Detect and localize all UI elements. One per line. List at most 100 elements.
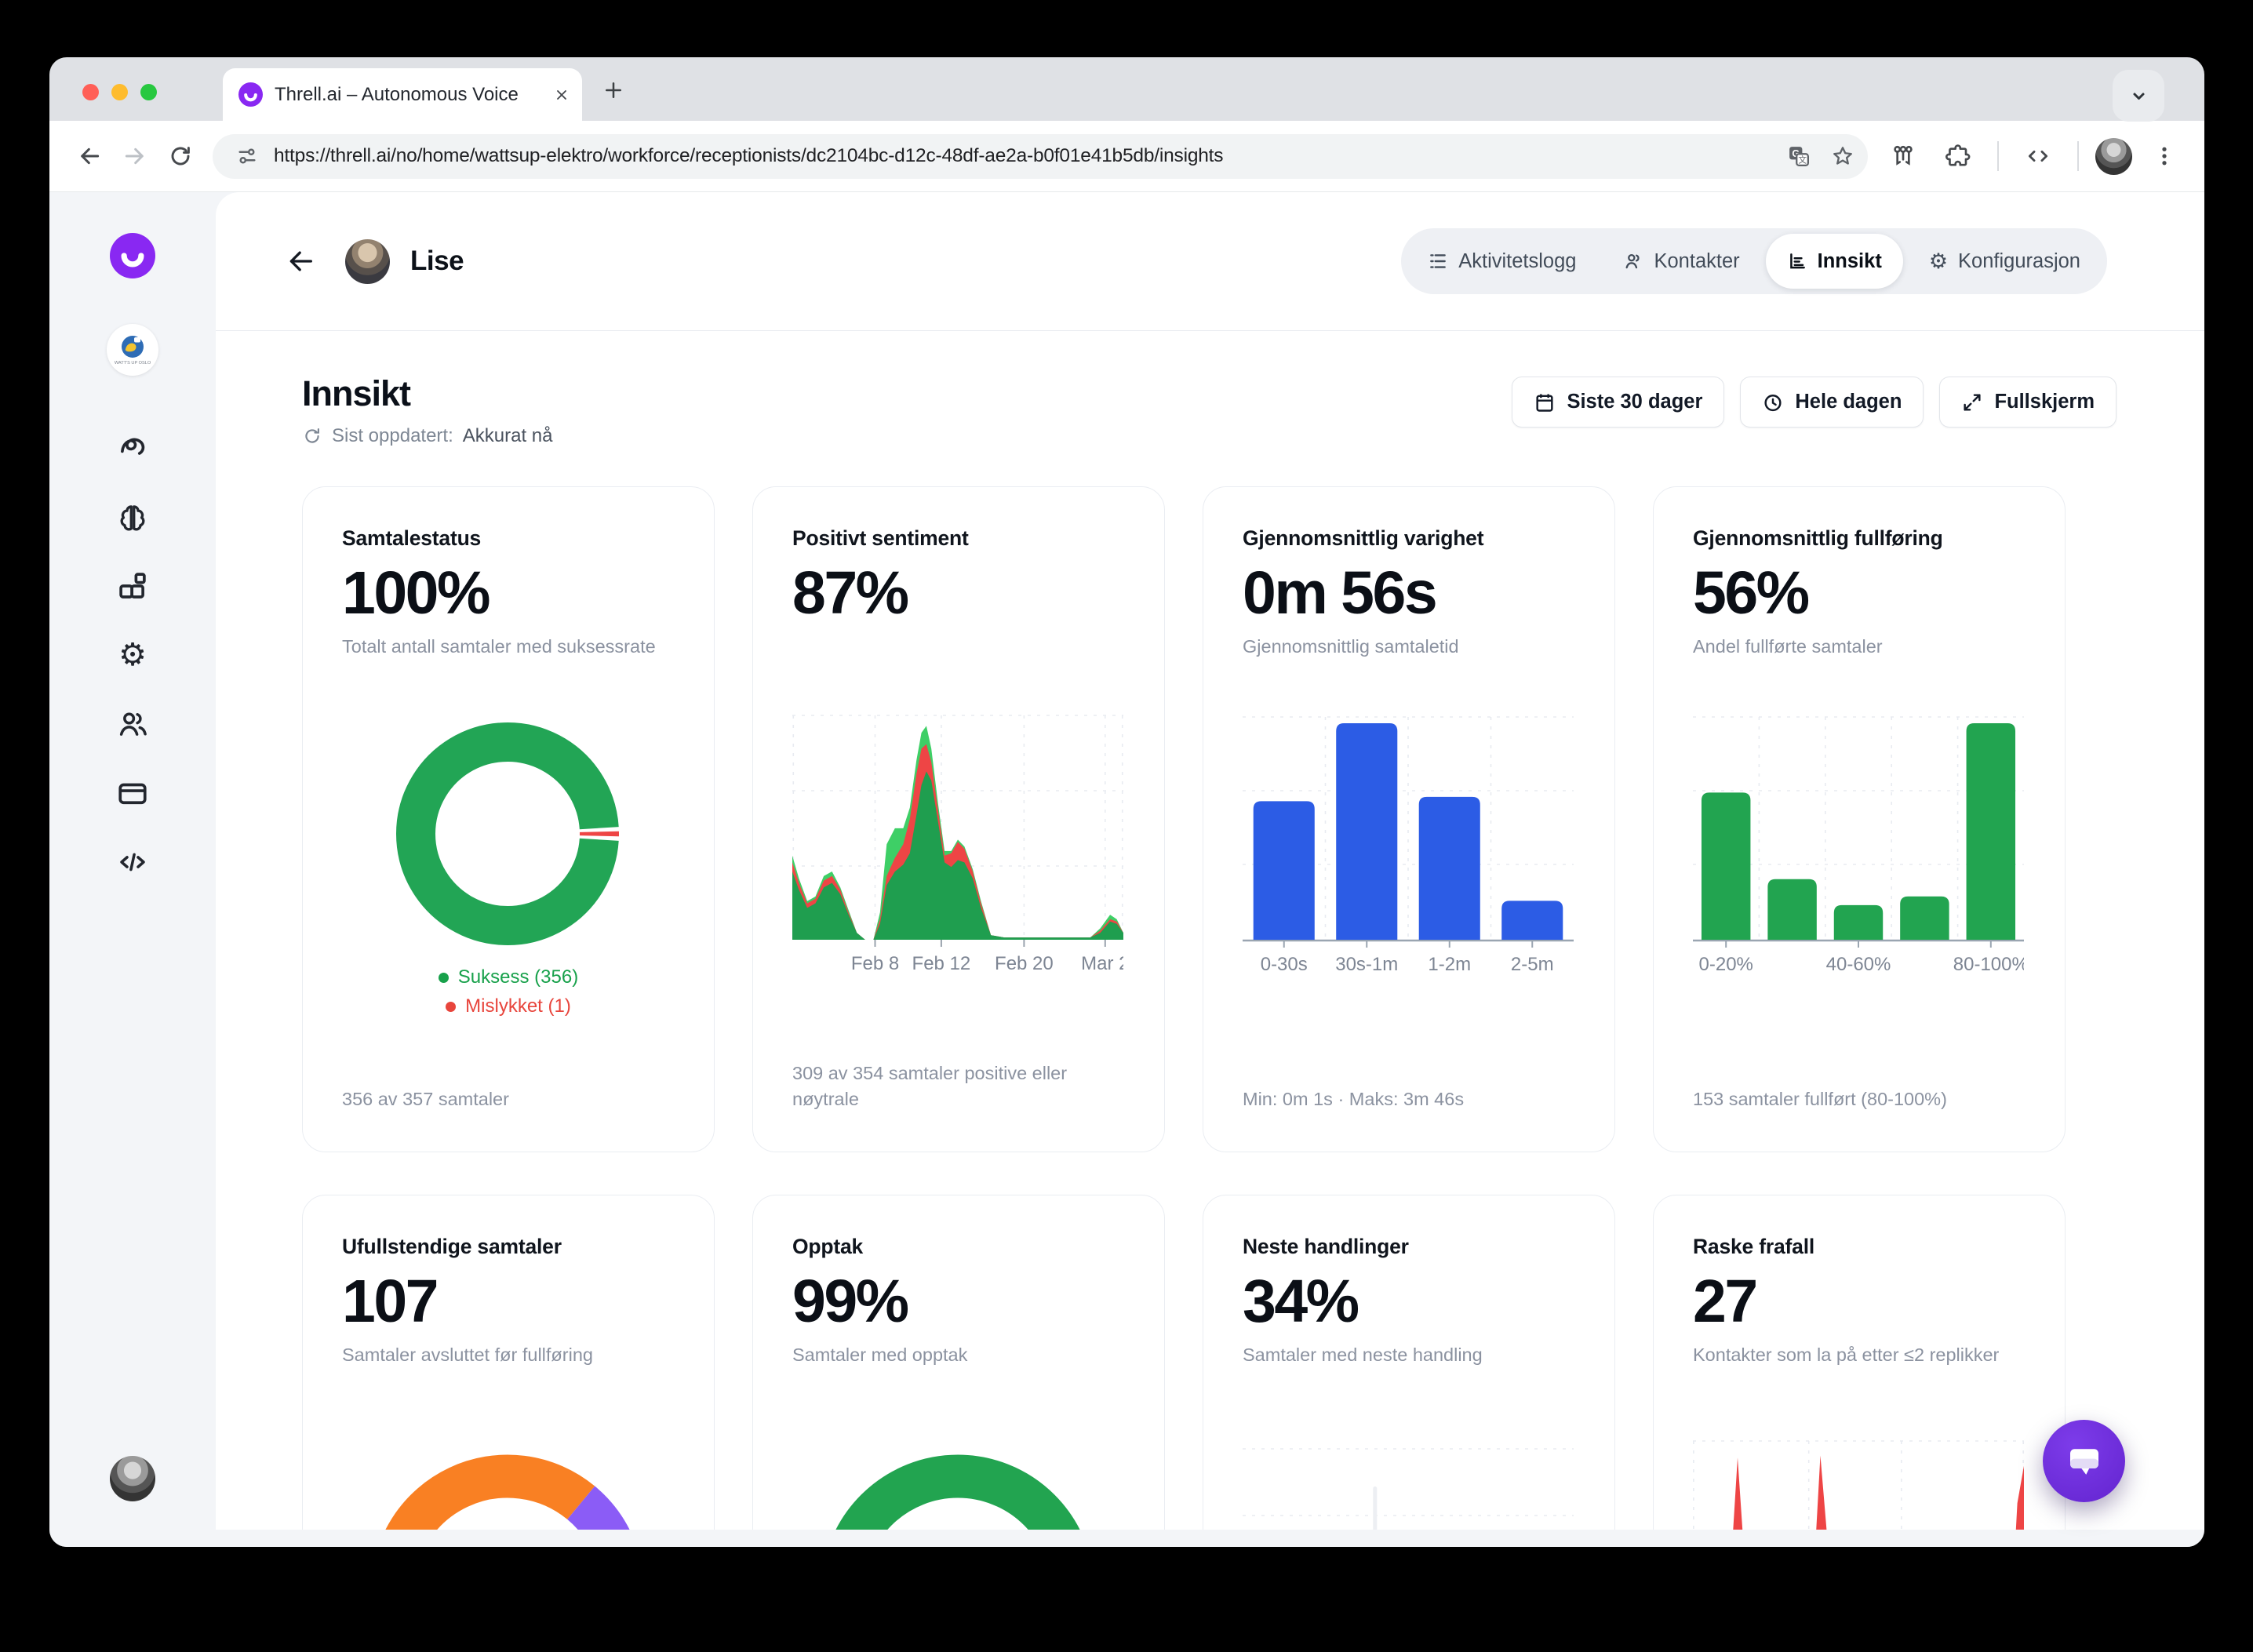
developer-code-icon[interactable] bbox=[115, 845, 150, 879]
card-subtitle: Samtaler med neste handling bbox=[1243, 1345, 1483, 1365]
fullscreen-button[interactable]: Fullskjerm bbox=[1939, 377, 2117, 428]
card-title: Opptak bbox=[792, 1235, 864, 1258]
voice-agent-icon[interactable] bbox=[115, 431, 150, 465]
tab-innsikt[interactable]: Innsikt bbox=[1765, 234, 1903, 289]
browser-tab[interactable]: Threll.ai – Autonomous Voice bbox=[223, 68, 582, 121]
minimize-window-button[interactable] bbox=[111, 84, 128, 100]
contacts-icon bbox=[1626, 253, 1640, 269]
forward-button[interactable] bbox=[112, 133, 158, 179]
settings-gear-icon[interactable]: ⚙ bbox=[118, 637, 147, 673]
legend-dot bbox=[438, 972, 449, 983]
insights-icon bbox=[1789, 253, 1805, 269]
card-positivt-sentiment: Positivt sentiment 87% Feb 8 Feb 12 Feb 20… bbox=[752, 486, 1165, 1152]
card-value: 0m 56s bbox=[1243, 559, 1438, 627]
card-footer: Min: 0m 1s · Maks: 3m 46s bbox=[1243, 1089, 1465, 1110]
code-extension-icon[interactable] bbox=[2015, 133, 2061, 179]
card-subtitle: Totalt antall samtaler med suksessrate bbox=[342, 636, 656, 657]
agent-avatar bbox=[345, 238, 390, 284]
completion-bar-chart: 0-20% 40-60% 80-100% bbox=[1693, 704, 2026, 974]
zoom-window-button[interactable] bbox=[140, 84, 157, 100]
card-opptak: Opptak 99% Samtaler med opptak bbox=[752, 1195, 1165, 1530]
tab-kontakter[interactable]: Kontakter bbox=[1602, 234, 1760, 289]
next-actions-chart bbox=[1243, 1413, 1575, 1530]
billing-card-icon[interactable] bbox=[115, 776, 150, 810]
svg-text:1-2m: 1-2m bbox=[1428, 954, 1471, 974]
reload-button[interactable] bbox=[158, 133, 203, 179]
browser-profile-avatar[interactable] bbox=[2095, 137, 2132, 175]
card-samtalestatus: Samtalestatus 100% Totalt antall samtale… bbox=[302, 486, 715, 1152]
threll-logo-icon[interactable] bbox=[110, 233, 155, 278]
tab-close-icon[interactable] bbox=[554, 87, 570, 103]
threll-favicon-icon bbox=[238, 82, 263, 107]
back-arrow-button[interactable] bbox=[282, 243, 318, 279]
chat-bubble-icon bbox=[2069, 1448, 2098, 1475]
card-value: 87% bbox=[792, 559, 909, 627]
settings-gear-icon: ⚙ bbox=[1928, 249, 1949, 274]
card-gjennomsnittlig-fullforing: Gjennomsnittlig fullføring 56% Andel ful… bbox=[1653, 486, 2066, 1152]
card-value: 107 bbox=[342, 1268, 439, 1335]
tab-title: Threll.ai – Autonomous Voice bbox=[275, 83, 519, 105]
card-subtitle: Andel fullførte samtaler bbox=[1693, 636, 1883, 657]
date-range-button[interactable]: Siste 30 dager bbox=[1512, 377, 1725, 428]
team-users-icon[interactable] bbox=[115, 707, 150, 741]
card-title: Gjennomsnittlig varighet bbox=[1243, 526, 1484, 550]
last-updated: Sist oppdatert: Akkurat nå bbox=[302, 425, 553, 447]
back-button[interactable] bbox=[67, 133, 112, 179]
close-window-button[interactable] bbox=[82, 84, 99, 100]
brain-icon[interactable] bbox=[115, 500, 150, 534]
main-panel: Lise Aktivitetslogg Kontakter Innsikt bbox=[216, 192, 2204, 1530]
svg-text:Mar 2: Mar 2 bbox=[1081, 953, 1123, 974]
tab-aktivitetslogg[interactable]: Aktivitetslogg bbox=[1407, 234, 1597, 289]
password-manager-keys-icon[interactable] bbox=[1880, 133, 1926, 179]
toolbar-right-cluster bbox=[1880, 133, 2187, 179]
tab-konfigurasjon[interactable]: ⚙ Konfigurasjon bbox=[1928, 249, 2080, 274]
chat-widget-button[interactable] bbox=[2043, 1420, 2125, 1502]
browser-toolbar: https://threll.ai/no/home/wattsup-elektr… bbox=[49, 121, 2204, 192]
legend-item-mislykket: Mislykket (1) bbox=[439, 995, 578, 1017]
clock-icon bbox=[1764, 394, 1782, 411]
extensions-puzzle-icon[interactable] bbox=[1935, 133, 1981, 179]
svg-text:Feb 20: Feb 20 bbox=[995, 953, 1054, 974]
browser-menu-kebab-icon[interactable] bbox=[2142, 133, 2187, 179]
url-text[interactable]: https://threll.ai/no/home/wattsup-elektr… bbox=[274, 145, 1224, 166]
card-value: 56% bbox=[1693, 559, 1810, 627]
tab-search-chevron-button[interactable] bbox=[2113, 70, 2164, 122]
card-value: 34% bbox=[1243, 1268, 1359, 1335]
svg-text:Feb 12: Feb 12 bbox=[912, 953, 971, 974]
card-footer: 309 av 354 samtaler positive eller nøytr… bbox=[792, 1063, 1068, 1110]
user-avatar[interactable] bbox=[110, 1456, 155, 1501]
modules-blocks-icon[interactable] bbox=[115, 569, 150, 603]
svg-text:文: 文 bbox=[1798, 155, 1807, 166]
legend-dot bbox=[446, 1001, 457, 1012]
translate-icon[interactable]: G 文 bbox=[1782, 139, 1816, 173]
card-title: Ufullstendige samtaler bbox=[342, 1235, 562, 1258]
agent-header: Lise Aktivitetslogg Kontakter Innsikt bbox=[216, 192, 2204, 331]
duration-bar-chart: 0-30s 30s-1m 1-2m 2-5m bbox=[1243, 704, 1575, 974]
recording-gauge-chart bbox=[792, 1413, 1125, 1530]
card-neste-handlinger: Neste handlinger 34% Samtaler med neste … bbox=[1203, 1195, 1615, 1530]
workspace-avatar[interactable]: WATT'S UP OSLO bbox=[107, 324, 158, 376]
browser-window: Threll.ai – Autonomous Voice bbox=[49, 57, 2204, 1547]
tab-strip: Threll.ai – Autonomous Voice bbox=[49, 57, 2204, 122]
bookmark-star-icon[interactable] bbox=[1825, 139, 1860, 173]
svg-text:2-5m: 2-5m bbox=[1511, 954, 1554, 974]
card-subtitle bbox=[792, 635, 1125, 684]
insights-card-grid: Samtalestatus 100% Totalt antall samtale… bbox=[302, 486, 2066, 1530]
svg-text:80-100%: 80-100% bbox=[1953, 954, 2024, 974]
card-value: 100% bbox=[342, 559, 490, 627]
page-head: Innsikt Sist oppdatert: Akkurat nå bbox=[302, 373, 2117, 447]
workspace-label: WATT'S UP OSLO bbox=[115, 361, 151, 366]
card-value: 99% bbox=[792, 1268, 909, 1335]
card-ufullstendige-samtaler: Ufullstendige samtaler 107 Samtaler avsl… bbox=[302, 1195, 715, 1530]
site-info-icon[interactable] bbox=[230, 139, 264, 173]
new-tab-button[interactable] bbox=[600, 77, 627, 104]
dropoff-spike-chart bbox=[1693, 1413, 2026, 1530]
time-filter-button[interactable]: Hele dagen bbox=[1740, 377, 1924, 428]
toolbar-divider bbox=[1997, 141, 1999, 171]
card-title: Raske frafall bbox=[1693, 1235, 1815, 1258]
card-title: Gjennomsnittlig fullføring bbox=[1693, 526, 1943, 550]
fullscreen-icon bbox=[1964, 393, 1981, 411]
address-bar[interactable]: https://threll.ai/no/home/wattsup-elektr… bbox=[213, 133, 1868, 179]
card-subtitle: Samtaler med opptak bbox=[792, 1345, 968, 1365]
